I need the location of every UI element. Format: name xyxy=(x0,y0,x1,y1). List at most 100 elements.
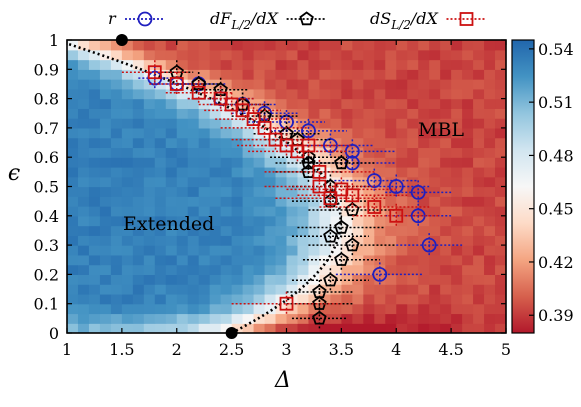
heatmap-cell xyxy=(77,284,90,295)
heatmap-cell xyxy=(407,176,419,188)
heatmap-cell xyxy=(451,147,463,158)
legend: r dFL/2/dX dSL/2/dX xyxy=(108,9,487,32)
heatmap-cell xyxy=(385,323,397,333)
heatmap-cell xyxy=(67,225,79,236)
heatmap-cell xyxy=(484,206,496,217)
heatmap-cell xyxy=(121,215,134,227)
colorbar-tick-label: 0.51 xyxy=(538,93,574,112)
heatmap-cell xyxy=(132,147,145,158)
heatmap-cell xyxy=(165,59,178,70)
heatmap-cell xyxy=(187,157,200,168)
heatmap-cell xyxy=(67,264,79,275)
heatmap-cell xyxy=(231,225,244,236)
heatmap-cell xyxy=(121,206,134,217)
heatmap-cell xyxy=(330,79,342,90)
heatmap-cell xyxy=(198,137,211,149)
heatmap-cell xyxy=(220,313,233,324)
heatmap-cell xyxy=(88,59,101,70)
heatmap-cell xyxy=(253,176,266,188)
data-point xyxy=(323,228,338,243)
heatmap-cell xyxy=(352,225,364,236)
heatmap-cell xyxy=(264,157,277,168)
heatmap-cell xyxy=(374,293,386,305)
heatmap-cell xyxy=(363,59,375,70)
heatmap-cell xyxy=(363,245,375,256)
heatmap-cell xyxy=(363,254,375,266)
heatmap-cell xyxy=(132,225,145,236)
heatmap-cell xyxy=(396,284,408,295)
heatmap-cell xyxy=(110,166,123,178)
data-point xyxy=(410,184,426,200)
heatmap-cell xyxy=(495,274,506,285)
heatmap-cell xyxy=(176,127,189,139)
heatmap-cell xyxy=(440,59,452,70)
heatmap-cell xyxy=(363,274,375,285)
heatmap-cell xyxy=(253,196,266,207)
heatmap-cell xyxy=(99,108,112,119)
heatmap-cell xyxy=(462,40,474,51)
heatmap-cell xyxy=(396,274,408,285)
heatmap-cell xyxy=(121,49,134,61)
heatmap-cell xyxy=(418,225,430,236)
data-point xyxy=(279,296,294,311)
heatmap-cell xyxy=(352,40,364,51)
heatmap-cell xyxy=(176,245,189,256)
heatmap-cell xyxy=(451,303,463,315)
heatmap-cell xyxy=(418,79,430,90)
heatmap-cell xyxy=(407,264,419,275)
heatmap-cell xyxy=(429,303,441,315)
heatmap-cell xyxy=(396,166,408,178)
heatmap-cell xyxy=(242,323,255,333)
heatmap-cell xyxy=(143,196,156,207)
heatmap-cell xyxy=(462,127,474,139)
heatmap-cell xyxy=(143,303,156,315)
heatmap-cell xyxy=(462,79,474,90)
heatmap-cell xyxy=(99,235,112,246)
heatmap-cell xyxy=(67,186,79,197)
heatmap-cell xyxy=(341,69,353,80)
heatmap-cell xyxy=(385,127,397,139)
heatmap-cell xyxy=(396,147,408,158)
heatmap-cell xyxy=(462,274,474,285)
heatmap-cell xyxy=(121,166,134,178)
heatmap-cell xyxy=(220,225,233,236)
heatmap-cell xyxy=(495,69,506,80)
data-point xyxy=(312,164,327,179)
heatmap-cell xyxy=(374,284,386,295)
data-point xyxy=(301,155,316,170)
heatmap-cell xyxy=(67,59,79,70)
heatmap-cell xyxy=(374,137,386,149)
heatmap-cell xyxy=(418,118,430,129)
heatmap-cell xyxy=(308,147,321,158)
heatmap-cell xyxy=(418,196,430,207)
heatmap-cell xyxy=(297,264,310,275)
heatmap-cell xyxy=(275,206,288,217)
heatmap-cell xyxy=(165,108,178,119)
heatmap-cell xyxy=(176,40,189,51)
heatmap-cell xyxy=(187,118,200,129)
heatmap-cell xyxy=(198,127,211,139)
data-point xyxy=(345,237,360,252)
heatmap-cell xyxy=(275,88,288,100)
heatmap-cell xyxy=(187,284,200,295)
heatmap-cell xyxy=(176,293,189,305)
heatmap-cell xyxy=(297,118,310,129)
heatmap-cell xyxy=(440,245,452,256)
heatmap-cell xyxy=(220,157,233,168)
heatmap-cell xyxy=(264,215,277,227)
heatmap-cell xyxy=(385,264,397,275)
heatmap-cell xyxy=(396,254,408,266)
heatmap-cell xyxy=(352,137,364,149)
heatmap-cell xyxy=(110,323,123,333)
heatmap-cell xyxy=(231,166,244,178)
heatmap-cell xyxy=(418,166,430,178)
heatmap-cell xyxy=(77,264,90,275)
heatmap-cell xyxy=(198,313,211,324)
heatmap-cell xyxy=(209,176,222,188)
heatmap-cell xyxy=(407,88,419,100)
heatmap-cell xyxy=(176,108,189,119)
heatmap-cell xyxy=(88,127,101,139)
heatmap-cell xyxy=(154,40,167,51)
heatmap-cell xyxy=(143,157,156,168)
heatmap-cell xyxy=(165,40,178,51)
